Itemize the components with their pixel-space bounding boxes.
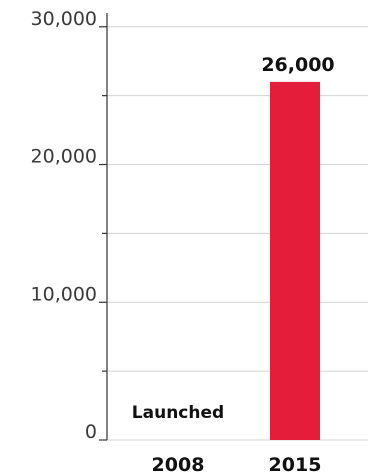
y-tick-label: 30,000 xyxy=(31,8,97,30)
x-category-label: 2015 xyxy=(269,454,322,475)
x-category-label: 2008 xyxy=(152,454,205,475)
gridlines xyxy=(107,26,368,441)
bar-2015 xyxy=(270,81,320,440)
labels: 0 10,000 20,000 30,000 2008 2015 26,000 Launche… xyxy=(31,8,335,475)
y-tick-label: 20,000 xyxy=(31,146,97,168)
bars xyxy=(270,81,320,440)
y-axis-ticks xyxy=(99,26,107,441)
y-tick-label: 10,000 xyxy=(31,283,97,305)
bar-value-label: 26,000 xyxy=(261,54,334,76)
y-tick-label: 0 xyxy=(85,421,97,443)
annotation-label: Launched xyxy=(132,403,224,423)
